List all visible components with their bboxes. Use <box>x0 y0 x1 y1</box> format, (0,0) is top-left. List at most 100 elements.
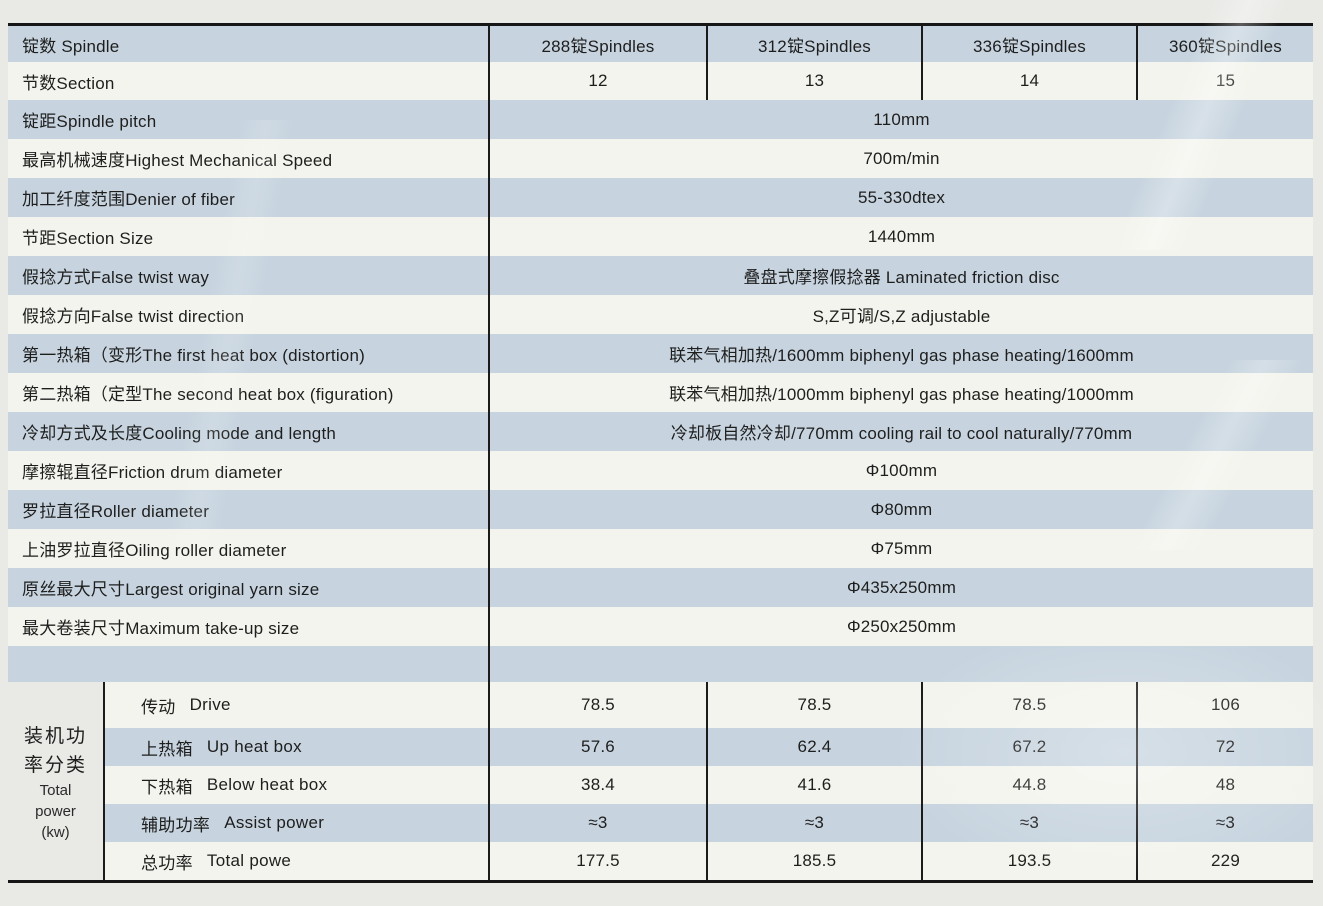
header-label: 锭数 Spindle <box>8 26 490 62</box>
row-value: 联苯气相加热/1000mm biphenyl gas phase heating… <box>669 385 1134 404</box>
row-label-cn: 总功率 <box>141 853 193 873</box>
power-section: 装机功 率分类 Total power (kw) 传动 Drive 78.5 7… <box>8 682 1313 880</box>
spacer-cell <box>8 646 490 682</box>
row-value: ≈3 <box>588 813 608 832</box>
row-label-en: Below heat box <box>206 775 328 794</box>
table-row-second-heat-box: 第二热箱（定型The second heat box (figuration) … <box>8 373 1313 412</box>
table-row-header: 锭数 Spindle 288锭Spindles 312锭Spindles 336… <box>8 26 1313 62</box>
row-value: 1440mm <box>867 226 936 246</box>
table-row-max-speed: 最高机械速度Highest Mechanical Speed 700m/min <box>8 139 1313 178</box>
row-value: ≈3 <box>706 804 921 842</box>
row-value: 叠盘式摩擦假捻器 Laminated friction disc <box>743 268 1060 287</box>
power-group-label-en: (kw) <box>41 823 70 841</box>
row-value: 48 <box>1136 766 1313 804</box>
row-label: 节距Section Size <box>8 217 490 256</box>
header-col-360: 360锭Spindles <box>1136 26 1313 62</box>
power-group-label: 装机功 率分类 Total power (kw) <box>8 682 105 880</box>
row-label: 摩擦辊直径Friction drum diameter <box>8 451 490 490</box>
row-value: 15 <box>1136 62 1313 100</box>
table-row-max-takeup: 最大卷装尺寸Maximum take-up size Φ250x250mm <box>8 607 1313 646</box>
row-label: 加工纤度范围Denier of fiber <box>8 178 490 217</box>
power-row-total-power: 总功率 Total powe 177.5 185.5 193.5 229 <box>105 842 1313 880</box>
row-value: 110mm <box>873 109 930 129</box>
table-row-first-heat-box: 第一热箱（变形The first heat box (distortion) 联… <box>8 334 1313 373</box>
spacer-row <box>8 646 1313 682</box>
row-label: 假捻方向False twist direction <box>8 295 490 334</box>
power-group-label-cn: 装机功 <box>23 725 87 747</box>
table-row-largest-yarn: 原丝最大尺寸Largest original yarn size Φ435x25… <box>8 568 1313 607</box>
row-value: 177.5 <box>576 851 620 870</box>
row-value: Φ250x250mm <box>846 616 957 636</box>
row-value: ≈3 <box>921 804 1136 842</box>
table-row-false-twist-way: 假捻方式False twist way 叠盘式摩擦假捻器 Laminated f… <box>8 256 1313 295</box>
row-value: 67.2 <box>921 728 1136 766</box>
row-value: 106 <box>1136 682 1313 728</box>
power-row-below-heat-box: 下热箱 Below heat box 38.4 41.6 44.8 48 <box>105 766 1313 804</box>
row-value: 冷却板自然冷却/770mm cooling rail to cool natur… <box>670 424 1133 443</box>
power-row-up-heat-box: 上热箱 Up heat box 57.6 62.4 67.2 72 <box>105 728 1313 766</box>
row-label-en: Up heat box <box>206 737 302 756</box>
header-col-312: 312锭Spindles <box>706 26 921 62</box>
row-label: 辅助功率 Assist power <box>105 804 490 842</box>
header-col-336: 336锭Spindles <box>921 26 1136 62</box>
row-value: 14 <box>921 62 1136 100</box>
row-value: 78.5 <box>581 695 615 714</box>
row-label: 最高机械速度Highest Mechanical Speed <box>8 139 490 178</box>
row-label: 原丝最大尺寸Largest original yarn size <box>8 568 490 607</box>
power-group-label-en: power <box>35 802 76 820</box>
row-label-en: Assist power <box>224 813 325 832</box>
row-label: 锭距Spindle pitch <box>8 100 490 139</box>
row-label-cn: 下热箱 <box>141 777 193 797</box>
row-label: 上油罗拉直径Oiling roller diameter <box>8 529 490 568</box>
row-label: 上热箱 Up heat box <box>105 728 490 766</box>
row-label: 下热箱 Below heat box <box>105 766 490 804</box>
row-value: 38.4 <box>581 775 615 794</box>
table-row-roller-diameter: 罗拉直径Roller diameter Φ80mm <box>8 490 1313 529</box>
row-value: Φ75mm <box>870 538 933 558</box>
row-value: S,Z可调/S,Z adjustable <box>812 307 991 326</box>
row-label-cn: 辅助功率 <box>141 815 211 835</box>
row-label-en: Drive <box>189 695 231 714</box>
table-row-oiling-roller: 上油罗拉直径Oiling roller diameter Φ75mm <box>8 529 1313 568</box>
row-value: 13 <box>706 62 921 100</box>
table-row-denier: 加工纤度范围Denier of fiber 55-330dtex <box>8 178 1313 217</box>
row-label-en: Total powe <box>206 851 292 870</box>
power-group-label-en: Total <box>39 781 72 799</box>
row-value: 78.5 <box>921 682 1136 728</box>
row-value: Φ435x250mm <box>846 577 957 597</box>
row-label: 第一热箱（变形The first heat box (distortion) <box>8 334 490 373</box>
row-value: 229 <box>1136 842 1313 880</box>
row-value: 700m/min <box>863 148 940 168</box>
table-row-section: 节数Section 12 13 14 15 <box>8 62 1313 100</box>
row-label-cn: 上热箱 <box>141 739 193 759</box>
spec-table: 锭数 Spindle 288锭Spindles 312锭Spindles 336… <box>8 23 1313 883</box>
table-row-friction-drum: 摩擦辊直径Friction drum diameter Φ100mm <box>8 451 1313 490</box>
row-value: Φ80mm <box>870 499 933 519</box>
row-value: Φ100mm <box>865 460 938 480</box>
power-rows: 传动 Drive 78.5 78.5 78.5 106 上热箱 Up heat … <box>105 682 1313 880</box>
row-value: ≈3 <box>1136 804 1313 842</box>
row-label-cn: 传动 <box>141 697 176 717</box>
power-row-drive: 传动 Drive 78.5 78.5 78.5 106 <box>105 682 1313 728</box>
spacer-cell <box>490 646 1313 682</box>
row-label: 罗拉直径Roller diameter <box>8 490 490 529</box>
row-value: 41.6 <box>706 766 921 804</box>
row-value: 72 <box>1136 728 1313 766</box>
table-row-section-size: 节距Section Size 1440mm <box>8 217 1313 256</box>
table-row-false-twist-direction: 假捻方向False twist direction S,Z可调/S,Z adju… <box>8 295 1313 334</box>
row-value: 193.5 <box>921 842 1136 880</box>
row-value: 55-330dtex <box>857 187 946 207</box>
row-value: 44.8 <box>921 766 1136 804</box>
row-value: 12 <box>588 71 608 90</box>
row-label: 最大卷装尺寸Maximum take-up size <box>8 607 490 646</box>
power-row-assist-power: 辅助功率 Assist power ≈3 ≈3 ≈3 ≈3 <box>105 804 1313 842</box>
header-col-288: 288锭Spindles <box>541 36 655 56</box>
row-value: 联苯气相加热/1600mm biphenyl gas phase heating… <box>669 346 1134 365</box>
row-label: 传动 Drive <box>105 682 490 728</box>
row-label: 节数Section <box>8 62 490 100</box>
row-label: 假捻方式False twist way <box>8 256 490 295</box>
row-value: 78.5 <box>706 682 921 728</box>
row-value: 57.6 <box>581 737 615 756</box>
row-value: 62.4 <box>706 728 921 766</box>
row-label: 总功率 Total powe <box>105 842 490 880</box>
